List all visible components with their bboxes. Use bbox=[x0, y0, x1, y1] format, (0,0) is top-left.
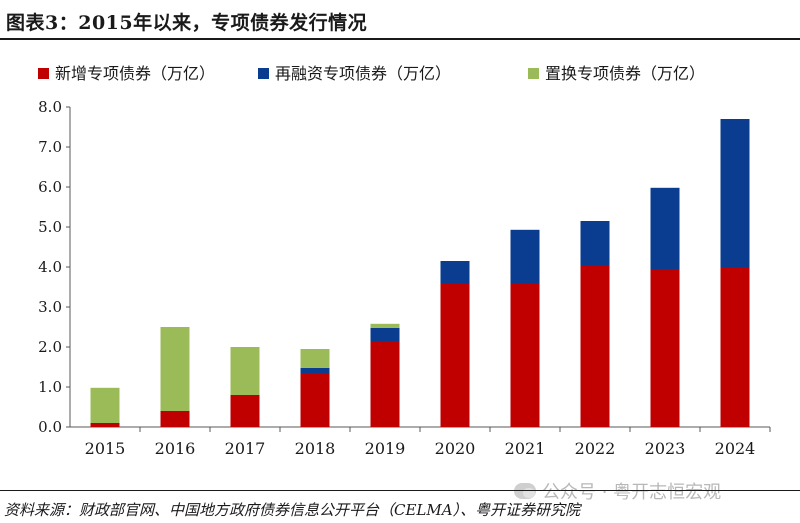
bar-segment bbox=[90, 387, 120, 423]
x-tick-label: 2020 bbox=[435, 439, 476, 458]
y-tick-label: 1.0 bbox=[38, 378, 62, 396]
x-tick-label: 2018 bbox=[295, 439, 336, 458]
legend-swatch bbox=[258, 68, 269, 79]
bar-segment bbox=[650, 269, 680, 427]
footer-divider bbox=[0, 490, 800, 491]
x-tick-label: 2021 bbox=[505, 439, 546, 458]
y-tick-label: 5.0 bbox=[38, 218, 62, 236]
x-tick-label: 2022 bbox=[575, 439, 616, 458]
x-tick-label: 2015 bbox=[85, 439, 126, 458]
bar-segment bbox=[720, 119, 750, 267]
bar-segment bbox=[300, 349, 330, 368]
y-tick-label: 6.0 bbox=[38, 178, 62, 196]
chart-title: 图表3：2015年以来，专项债券发行情况 bbox=[6, 12, 368, 34]
bar-segment bbox=[580, 265, 610, 427]
y-tick-label: 4.0 bbox=[38, 258, 62, 276]
bar-segment bbox=[160, 411, 190, 427]
legend-swatch bbox=[528, 68, 539, 79]
bar-segment bbox=[370, 327, 400, 341]
legend-label: 置换专项债券（万亿） bbox=[545, 64, 705, 83]
watermark: 公众号 · 粤开志恒宏观 bbox=[514, 478, 721, 504]
x-tick-label: 2019 bbox=[365, 439, 406, 458]
y-tick-label: 2.0 bbox=[38, 338, 62, 356]
legend-label: 新增专项债券（万亿） bbox=[55, 64, 215, 83]
x-tick-label: 2017 bbox=[225, 439, 266, 458]
y-tick-label: 3.0 bbox=[38, 298, 62, 316]
y-tick-label: 8.0 bbox=[38, 98, 62, 116]
watermark-text: 公众号 · 粤开志恒宏观 bbox=[542, 482, 722, 503]
bar-segment bbox=[370, 341, 400, 427]
bar-segment bbox=[230, 347, 260, 395]
bar-segment bbox=[160, 327, 190, 411]
bar-segment bbox=[510, 229, 540, 283]
bar-segment bbox=[510, 283, 540, 427]
wechat-icon bbox=[514, 483, 536, 499]
bar-segment bbox=[720, 267, 750, 427]
legend-swatch bbox=[38, 68, 49, 79]
bar-segment bbox=[300, 367, 330, 373]
bar-segment bbox=[440, 283, 470, 427]
bar-segment bbox=[90, 423, 120, 427]
bar-segment bbox=[440, 261, 470, 283]
y-tick-label: 7.0 bbox=[38, 138, 62, 156]
legend-label: 再融资专项债券（万亿） bbox=[275, 64, 451, 83]
bar-segment bbox=[370, 323, 400, 328]
x-tick-label: 2023 bbox=[645, 439, 686, 458]
y-tick-label: 0.0 bbox=[38, 418, 62, 436]
x-tick-label: 2016 bbox=[155, 439, 196, 458]
title-divider bbox=[0, 38, 800, 40]
bar-segment bbox=[300, 373, 330, 427]
bar-segment bbox=[650, 187, 680, 269]
x-tick-label: 2024 bbox=[715, 439, 756, 458]
bar-segment bbox=[230, 395, 260, 427]
bar-segment bbox=[580, 221, 610, 265]
source-note: 资料来源：财政部官网、中国地方政府债券信息公开平台（CELMA）、粤开证券研究院 bbox=[4, 501, 581, 519]
